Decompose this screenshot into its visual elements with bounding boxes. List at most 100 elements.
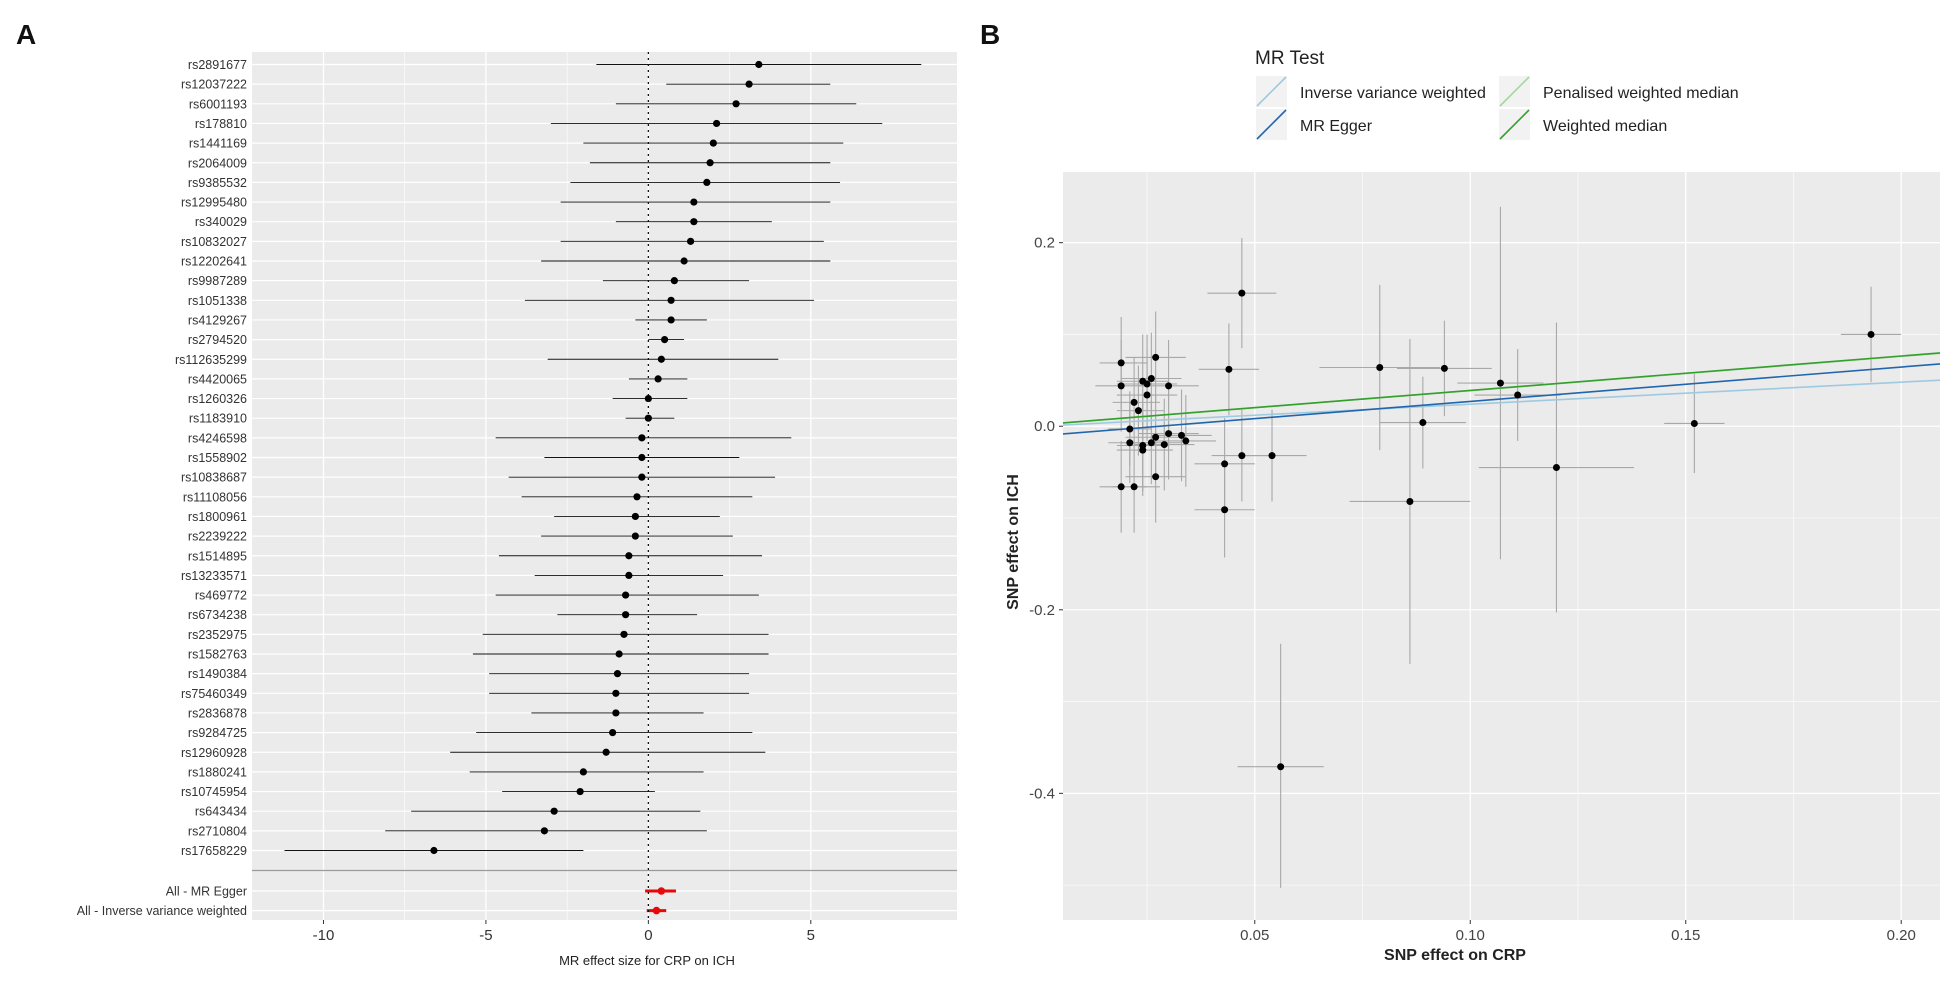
forest-point [620,630,628,638]
scatter-point [1117,382,1125,390]
legend-pwm-icon [1499,76,1530,107]
scatter-point [1139,446,1147,454]
forest-snp-label: rs469772 [195,589,247,603]
forest-point [540,827,548,835]
forest-snp-label: rs11108056 [183,490,247,504]
scatter-point [1130,398,1138,406]
forest-snp-label: rs1880241 [188,765,247,779]
legend-label-pwm: Penalised weighted median [1543,85,1739,102]
forest-point [657,355,665,363]
forest-snp-label: rs340029 [195,215,247,229]
forest-point [613,670,622,678]
forest-snp-label: rs9987289 [188,274,247,288]
legend-wm-icon [1499,109,1530,140]
scatter-point [1238,452,1246,460]
forest-snp-label: rs2352975 [188,628,247,642]
forest-snp-label: rs2064009 [188,156,247,170]
scatter-point [1182,437,1190,445]
legend-ivw-icon [1256,76,1287,107]
scatter-point [1152,433,1160,441]
forest-snp-label: rs1582763 [188,648,247,662]
forest-snp-label: rs6001193 [189,97,247,111]
forest-snp-label: rs12995480 [181,196,247,210]
forest-point [631,512,639,521]
forest-snp-label: rs17658229 [181,844,247,858]
forest-point [638,473,646,481]
scatter-y-tick-label: 0.2 [1034,235,1055,252]
forest-snp-label: rs2891677 [188,58,247,72]
forest-point [745,80,753,88]
scatter-point [1552,464,1560,472]
forest-point [615,650,623,658]
forest-point [609,729,617,737]
scatter-point [1134,407,1142,415]
forest-point [690,198,698,206]
forest-point [576,787,584,796]
forest-x-tick-label: 0 [644,927,652,944]
scatter-point [1130,483,1138,491]
forest-point [661,336,669,344]
forest-summary-label: All - Inverse variance weighted [77,904,247,918]
scatter-point [1221,506,1229,514]
forest-snp-label: rs112635299 [175,353,247,367]
regression-line-wm [1062,352,1941,424]
scatter-x-tick-label: 0.05 [1240,927,1269,944]
legend: MR Test Inverse variance weighted MR Egg… [1255,48,1739,140]
forest-snp-label: rs1490384 [188,667,247,681]
forest-snp-label: rs2239222 [188,530,247,544]
legend-label-wm: Weighted median [1543,118,1667,135]
forest-point [579,768,587,776]
forest-panel-background [252,52,957,920]
forest-snp-label: rs4246598 [188,431,247,445]
legend-label-ivw: Inverse variance weighted [1300,85,1486,102]
scatter-y-tick-label: -0.2 [1029,602,1055,619]
legend-label-egger: MR Egger [1300,118,1373,135]
forest-snp-label: rs9385532 [188,176,247,190]
scatter-point [1690,419,1698,427]
forest-point [622,611,630,619]
scatter-point [1143,391,1151,399]
forest-point [667,296,675,304]
scatter-point [1406,497,1414,505]
legend-title: MR Test [1255,48,1325,69]
scatter-point [1165,382,1173,390]
forest-snp-label: rs75460349 [181,687,247,701]
scatter-point [1277,763,1285,771]
forest-x-axis-label: MR effect size for CRP on ICH [559,953,735,968]
scatter-point [1117,483,1125,491]
scatter-point [1225,365,1233,373]
scatter-y-axis-label: SNP effect on ICH [1005,474,1022,610]
scatter-x-axis-label: SNP effect on CRP [1384,947,1526,964]
forest-x-tick-label: -10 [313,927,335,944]
forest-plot: rs2891677 rs12037222 rs6001193 rs178810 rs14… [77,52,957,944]
forest-point [550,807,558,815]
scatter-point [1867,330,1875,338]
forest-point [712,119,721,128]
scatter-point [1376,363,1384,371]
forest-snp-label: rs1514895 [188,549,247,563]
forest-point [686,237,695,245]
scatter-point [1419,419,1427,427]
forest-snp-label: rs12037222 [181,78,247,92]
forest-snp-label: rs178810 [195,117,247,131]
scatter-plot: 0.05 0.10 0.15 0.20 -0.4 -0.2 0.0 0.2 [1029,172,1941,944]
scatter-point [1221,460,1229,468]
scatter-point [1160,441,1168,449]
forest-point [638,453,646,462]
forest-snp-label: rs13233571 [181,569,247,583]
forest-summary-point [652,906,661,915]
forest-point [430,846,438,855]
scatter-point [1126,439,1134,447]
panel-a-letter: A [16,19,36,50]
forest-x-tick-label: 5 [807,927,815,944]
forest-snp-label: rs10832027 [181,235,247,249]
forest-point [612,689,620,697]
forest-point [654,375,662,383]
scatter-point [1152,353,1160,361]
scatter-point [1147,375,1155,383]
scatter-x-tick-label: 0.20 [1887,927,1916,944]
scatter-point [1440,364,1448,372]
scatter-point [1514,391,1522,399]
scatter-point [1143,380,1151,388]
forest-snp-label: rs4129267 [188,313,247,327]
